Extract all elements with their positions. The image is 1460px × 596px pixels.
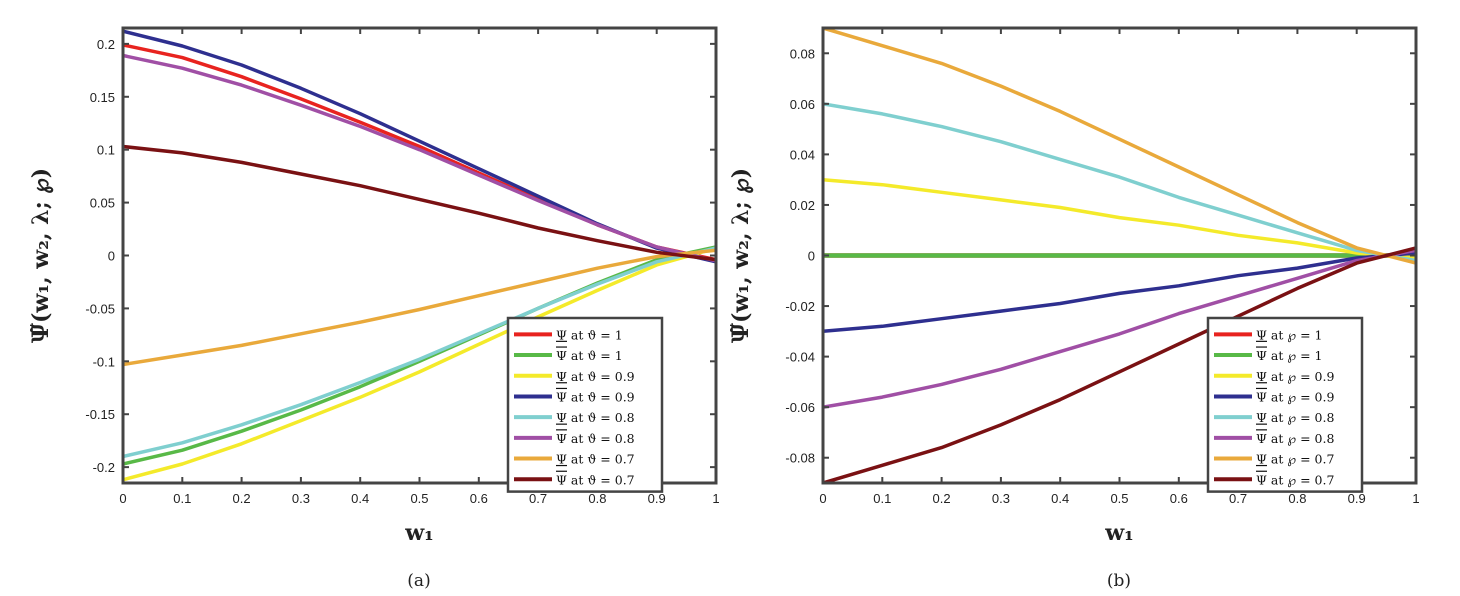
panel-caption: (a)	[407, 571, 430, 591]
series-line-8	[123, 144, 716, 262]
legend-label: Ψ at ϑ = 0.7	[556, 452, 635, 467]
y-tick-label: 0	[108, 249, 115, 264]
series-line-6	[823, 248, 1416, 409]
x-tick-label: 0.1	[173, 491, 191, 506]
series-line-5	[823, 102, 1416, 263]
x-tick-label: 0.3	[992, 491, 1010, 506]
y-tick-label: -0.02	[785, 299, 815, 314]
x-tick-label: 0.5	[410, 491, 428, 506]
y-tick-label: -0.08	[785, 451, 815, 466]
y-tick-label: -0.2	[93, 460, 115, 475]
series-group	[823, 28, 1416, 483]
series-line-4	[823, 251, 1416, 334]
x-tick-label: 1	[712, 491, 719, 506]
y-tick-label: 0.2	[97, 37, 115, 52]
y-axis-label: Ψ̃(w₁, w₂, λ; ℘)	[28, 168, 54, 343]
x-tick-label: 0.2	[233, 491, 251, 506]
legend-box	[506, 316, 664, 493]
legend-label: Ψ at ϑ = 0.8	[556, 431, 635, 446]
x-tick-label: 1	[1412, 491, 1419, 506]
series-line-7	[123, 248, 716, 367]
y-tick-label: -0.06	[785, 400, 815, 415]
y-tick-label: 0.04	[790, 147, 815, 162]
series-group	[123, 29, 716, 482]
legend-label: Ψ at ϑ = 0.9	[556, 389, 635, 404]
series-line-8	[823, 246, 1416, 483]
x-tick-label: 0.7	[529, 491, 547, 506]
panel-caption: (b)	[1107, 571, 1131, 591]
legend-label: Ψ at ℘ = 0.9	[1256, 389, 1334, 404]
series-line-7	[823, 28, 1416, 265]
x-tick-label: 0.4	[351, 491, 369, 506]
x-tick-label: 0.9	[648, 491, 666, 506]
y-tick-label: 0.1	[97, 143, 115, 158]
x-tick-label: 0.8	[588, 491, 606, 506]
legend-label: Ψ at ℘ = 1	[1256, 348, 1322, 363]
y-tick-label: -0.04	[785, 350, 815, 365]
y-axis-label: Ψ̃(w₁, w₂, λ; ℘)	[728, 168, 754, 343]
legend-box	[1206, 316, 1364, 493]
legend-label: Ψ at ϑ = 1	[556, 327, 623, 342]
y-tick-label: 0.05	[90, 196, 115, 211]
y-tick-label: 0	[808, 249, 815, 264]
x-axis-label: w₁	[1104, 520, 1134, 546]
series-line-6	[123, 53, 716, 263]
legend-label: Ψ at ℘ = 1	[1256, 327, 1322, 342]
series-line-3	[123, 246, 716, 482]
chart-panel-1: 0 0.1 0.2 0.3 0.4 0.5 0.6 0.7 0.8 0.9 1 -0.2 -0.15 -0…	[28, 26, 720, 591]
x-tick-label: 0.2	[933, 491, 951, 506]
legend-label: Ψ at ℘ = 0.9	[1256, 369, 1334, 384]
legend-label: Ψ at ℘ = 0.8	[1256, 431, 1334, 446]
x-tick-label: 0.3	[292, 491, 310, 506]
x-tick-label: 0	[119, 491, 126, 506]
y-tick-label: -0.15	[85, 407, 115, 422]
legend-label: Ψ at ℘ = 0.8	[1256, 410, 1334, 425]
legend-label: Ψ at ϑ = 1	[556, 348, 623, 363]
x-tick-label: 0.8	[1288, 491, 1306, 506]
x-tick-label: 0.9	[1348, 491, 1366, 506]
x-tick-label: 0.7	[1229, 491, 1247, 506]
series-line-3	[823, 177, 1416, 260]
x-tick-label: 0.1	[873, 491, 891, 506]
x-tick-label: 0	[819, 491, 826, 506]
x-tick-label: 0.6	[1170, 491, 1188, 506]
y-tick-label: 0.02	[790, 198, 815, 213]
chart-panel-2: 0 0.1 0.2 0.3 0.4 0.5 0.6 0.7 0.8 0.9 1 -0.08 -0.06 -…	[728, 26, 1420, 591]
legend-label: Ψ at ϑ = 0.7	[556, 472, 635, 487]
x-tick-label: 0.6	[470, 491, 488, 506]
legend: Ψ at ℘ = 1 Ψ at ℘ = 1 Ψ at ℘ = 0.9 Ψ at ℘ =…	[1206, 316, 1364, 493]
legend-label: Ψ at ℘ = 0.7	[1256, 472, 1334, 487]
y-tick-label: -0.05	[85, 301, 115, 316]
legend-label: Ψ at ϑ = 0.9	[556, 369, 635, 384]
y-tick-label: -0.1	[93, 354, 115, 369]
legend: Ψ at ϑ = 1 Ψ at ϑ = 1 Ψ at ϑ = 0.9 Ψ at ϑ =…	[506, 316, 664, 493]
x-axis-label: w₁	[404, 520, 434, 546]
x-tick-label: 0.5	[1110, 491, 1128, 506]
series-line-5	[123, 246, 716, 459]
legend-label: Ψ at ℘ = 0.7	[1256, 452, 1334, 467]
legend-label: Ψ at ϑ = 0.8	[556, 410, 635, 425]
y-tick-label: 0.15	[90, 90, 115, 105]
y-tick-label: 0.06	[790, 97, 815, 112]
x-tick-label: 0.4	[1051, 491, 1069, 506]
y-tick-label: 0.08	[790, 46, 815, 61]
